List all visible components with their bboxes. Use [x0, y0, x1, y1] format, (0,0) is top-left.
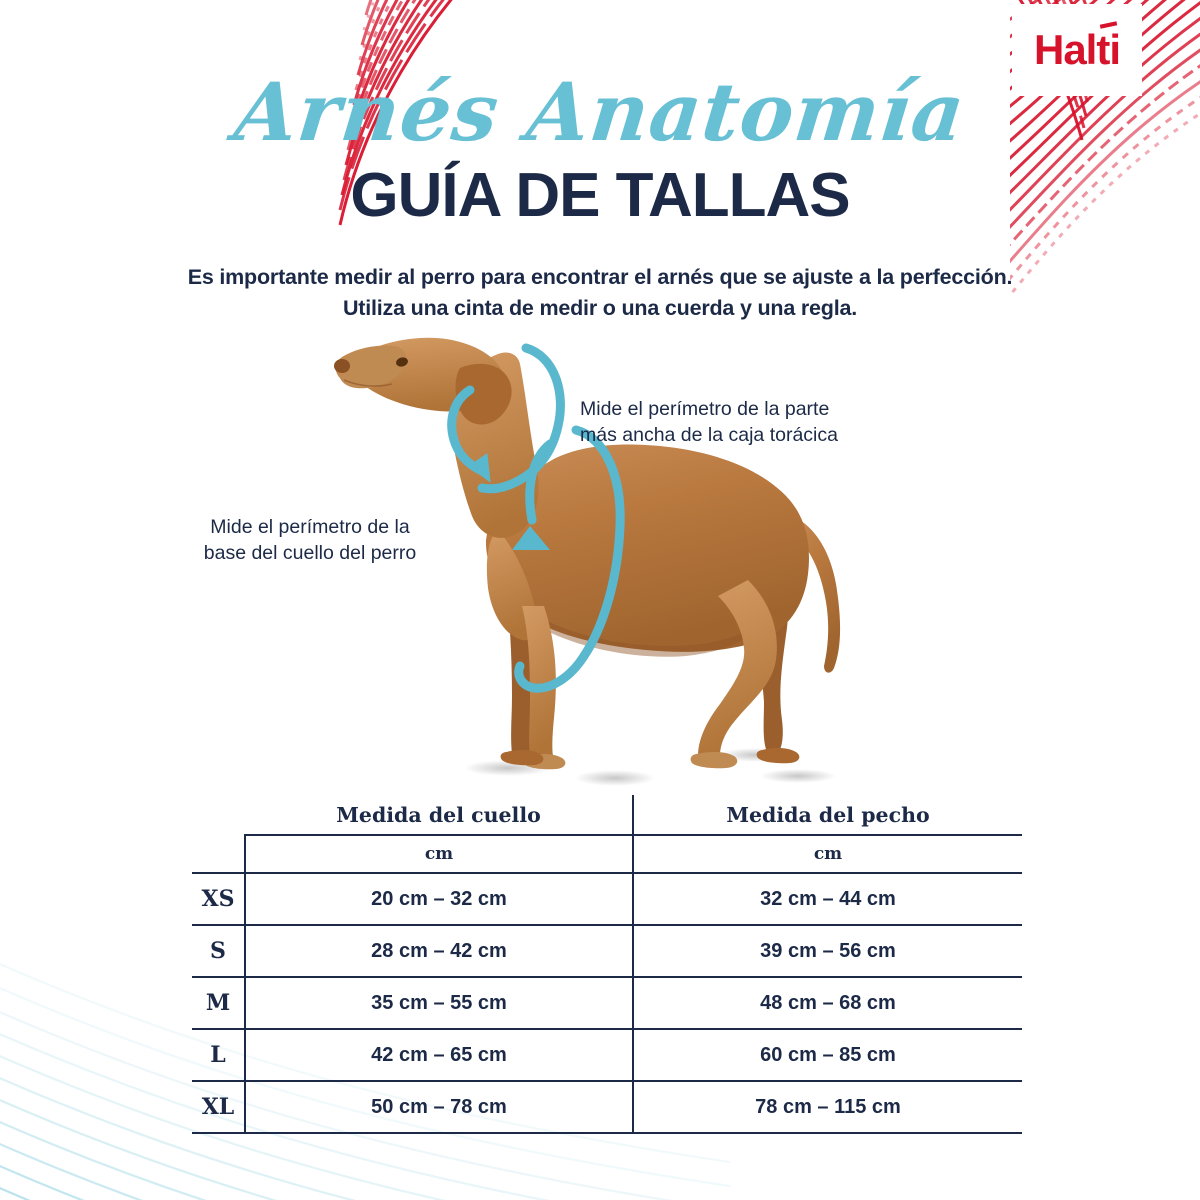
size-table-element: Medida del cuello Medida del pecho cm cm…	[192, 795, 1022, 1134]
cell-neck: 50 cm – 78 cm	[244, 1080, 633, 1134]
unit-chest: cm	[632, 834, 1022, 873]
dog-figure	[334, 337, 841, 786]
unit-neck: cm	[244, 834, 633, 873]
table-header-row: Medida del cuello Medida del pecho	[192, 795, 1022, 835]
cell-neck: 42 cm – 65 cm	[244, 1028, 633, 1081]
cell-size: S	[192, 924, 245, 977]
cell-chest: 60 cm – 85 cm	[632, 1028, 1022, 1081]
cell-chest: 78 cm – 115 cm	[632, 1080, 1022, 1134]
size-table: Medida del cuello Medida del pecho cm cm…	[192, 795, 1022, 1135]
subtitle-line-2: Utiliza una cinta de medir o una cuerda …	[342, 295, 858, 320]
callout-chest: Mide el perímetro de la parte más ancha …	[580, 396, 910, 448]
table-row: XS 20 cm – 32 cm 32 cm – 44 cm	[192, 872, 1022, 925]
callout-neck-line-1: Mide el perímetro de la	[210, 516, 410, 538]
cell-size: XS	[192, 872, 245, 925]
cell-neck: 35 cm – 55 cm	[244, 976, 633, 1029]
header-size	[192, 795, 245, 835]
neck-loop-arrow	[467, 453, 491, 483]
halti-logo: Halti	[1012, 4, 1142, 96]
table-row: XL 50 cm – 78 cm 78 cm – 115 cm	[192, 1080, 1022, 1134]
cell-neck: 20 cm – 32 cm	[244, 872, 633, 925]
callout-chest-line-2: más ancha de la caja torácica	[580, 424, 838, 447]
cell-chest: 39 cm – 56 cm	[632, 924, 1022, 977]
page-title: GUÍA DE TALLAS	[350, 161, 850, 230]
unit-size	[192, 835, 245, 873]
dog-illustration	[330, 330, 870, 790]
table-unit-row: cm cm	[192, 834, 1022, 873]
cell-chest: 48 cm – 68 cm	[632, 976, 1022, 1029]
table-row: S 28 cm – 42 cm 39 cm – 56 cm	[192, 924, 1022, 977]
halti-logo-text: Halti	[1033, 26, 1121, 73]
table-row: L 42 cm – 65 cm 60 cm – 85 cm	[192, 1028, 1022, 1081]
cell-size: L	[192, 1028, 245, 1081]
cell-size: M	[192, 976, 245, 1029]
subtitle-line-1: Es importante medir al perro para encont…	[187, 265, 1013, 289]
chest-loop-arrow	[512, 526, 550, 550]
cell-chest: 32 cm – 44 cm	[632, 872, 1022, 925]
chest-measurement-loop	[514, 425, 625, 693]
callout-neck: Mide el perímetro de la base del cuello …	[165, 514, 455, 566]
table-row: M 35 cm – 55 cm 48 cm – 68 cm	[192, 976, 1022, 1029]
cell-neck: 28 cm – 42 cm	[244, 924, 633, 977]
table-body: XS 20 cm – 32 cm 32 cm – 44 cm S 28 cm –…	[192, 872, 1022, 1134]
callout-chest-line-1: Mide el perímetro de la parte	[580, 398, 830, 420]
header-chest: Medida del pecho	[726, 802, 930, 827]
subtitle: Es importante medir al perro para encont…	[100, 262, 1100, 323]
cell-size: XL	[192, 1080, 245, 1134]
callout-neck-line-2: base del cuello del perro	[203, 542, 417, 565]
header-neck: Medida del cuello	[245, 795, 634, 835]
